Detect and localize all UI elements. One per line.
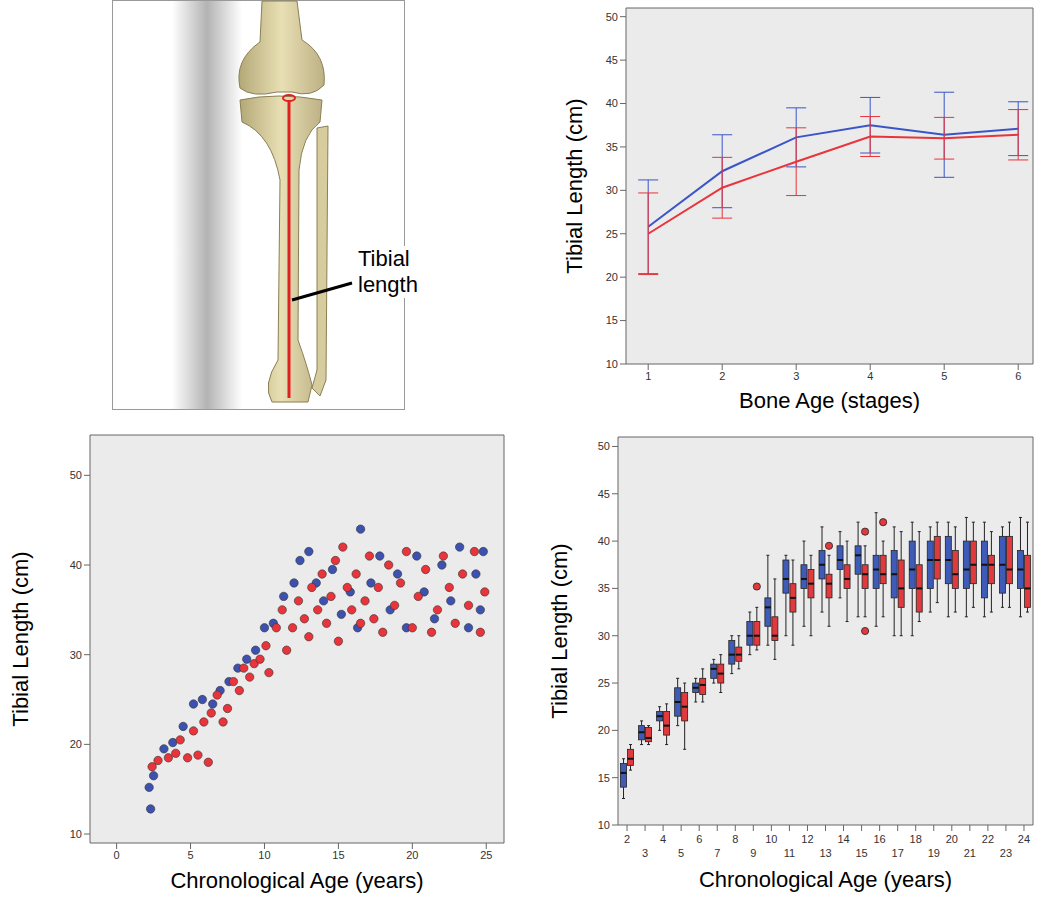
svg-text:25: 25: [598, 677, 610, 689]
svg-text:10: 10: [765, 833, 777, 845]
svg-text:Tibial Length (cm): Tibial Length (cm): [562, 98, 587, 273]
svg-text:11: 11: [784, 847, 795, 859]
svg-text:16: 16: [874, 833, 886, 845]
svg-text:20: 20: [598, 724, 610, 736]
svg-text:15: 15: [332, 849, 344, 861]
svg-text:50: 50: [606, 11, 618, 23]
html-text:Chronological Age (years): Chronological Age (years): [170, 868, 424, 893]
svg-text:20: 20: [70, 738, 82, 750]
svg-text:40: 40: [598, 535, 610, 547]
svg-text:length: length: [358, 272, 418, 297]
svg-text:35: 35: [606, 141, 618, 153]
svg-text:30: 30: [598, 630, 610, 642]
svg-text:20: 20: [606, 271, 618, 283]
svg-text:6: 6: [696, 833, 702, 845]
svg-text:45: 45: [598, 488, 610, 500]
html-text:Bone Age (stages): Bone Age (stages): [739, 388, 920, 413]
svg-text:50: 50: [598, 440, 610, 452]
svg-text:3: 3: [642, 847, 648, 859]
svg-text:40: 40: [606, 97, 618, 109]
svg-text:10: 10: [258, 849, 270, 861]
svg-text:10: 10: [598, 819, 610, 831]
svg-text:15: 15: [598, 772, 610, 784]
svg-text:40: 40: [70, 559, 82, 571]
svg-text:15: 15: [606, 314, 618, 326]
svg-text:21: 21: [964, 847, 976, 859]
svg-text:2: 2: [624, 833, 630, 845]
svg-text:22: 22: [982, 833, 994, 845]
svg-text:30: 30: [70, 649, 82, 661]
svg-text:Tibial Length (cm): Tibial Length (cm): [547, 543, 572, 718]
svg-text:25: 25: [606, 228, 618, 240]
svg-text:35: 35: [598, 582, 610, 594]
svg-text:50: 50: [70, 469, 82, 481]
svg-text:17: 17: [892, 847, 904, 859]
svg-text:13: 13: [819, 847, 831, 859]
svg-text:14: 14: [837, 833, 849, 845]
svg-text:20: 20: [406, 849, 418, 861]
svg-text:4: 4: [660, 833, 666, 845]
svg-text:Tibial: Tibial: [358, 246, 410, 271]
svg-text:Tibial Length (cm): Tibial Length (cm): [8, 551, 33, 726]
svg-text:15: 15: [855, 847, 867, 859]
svg-text:7: 7: [714, 847, 720, 859]
svg-text:45: 45: [606, 54, 618, 66]
svg-text:25: 25: [480, 849, 492, 861]
svg-text:3: 3: [793, 370, 799, 382]
svg-text:5: 5: [678, 847, 684, 859]
svg-text:10: 10: [606, 358, 618, 370]
svg-text:30: 30: [606, 184, 618, 196]
svg-text:2: 2: [719, 370, 725, 382]
html-text:Chronological Age (years): Chronological Age (years): [698, 867, 953, 892]
svg-text:0: 0: [114, 849, 120, 861]
svg-text:9: 9: [750, 847, 756, 859]
svg-text:5: 5: [941, 370, 947, 382]
svg-text:4: 4: [867, 370, 873, 382]
svg-text:5: 5: [187, 849, 193, 861]
svg-text:10: 10: [70, 828, 82, 840]
svg-text:1: 1: [645, 370, 651, 382]
svg-text:19: 19: [928, 847, 940, 859]
svg-text:23: 23: [1000, 847, 1012, 859]
svg-text:6: 6: [1015, 370, 1021, 382]
svg-text:18: 18: [910, 833, 922, 845]
svg-text:8: 8: [732, 833, 738, 845]
svg-text:24: 24: [1018, 833, 1030, 845]
svg-text:12: 12: [801, 833, 813, 845]
svg-text:20: 20: [946, 833, 958, 845]
